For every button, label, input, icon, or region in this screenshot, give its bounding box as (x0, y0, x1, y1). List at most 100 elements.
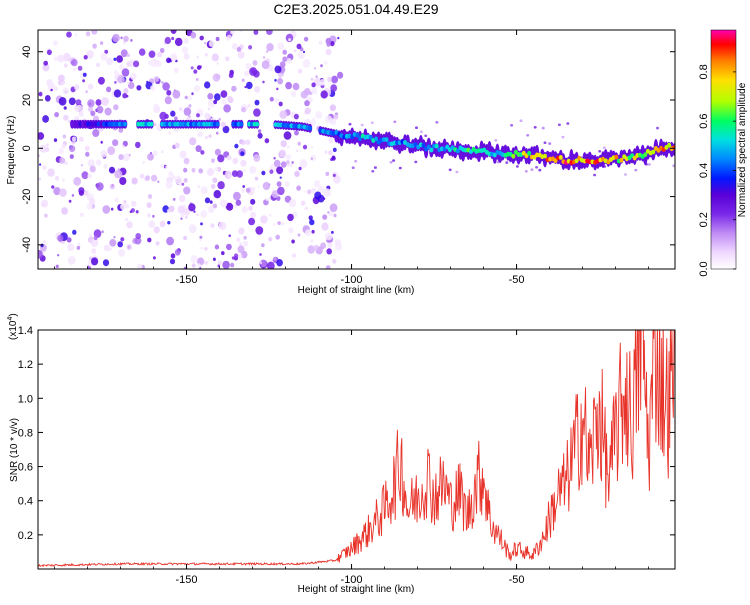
noise-blob (238, 227, 245, 235)
noise-blob (299, 159, 308, 169)
noise-blob (207, 93, 214, 100)
noise-blob (250, 198, 256, 205)
noise-blob (259, 253, 262, 256)
noise-blob (147, 213, 151, 218)
noise-blob (93, 235, 98, 241)
noise-blob (195, 145, 202, 153)
noise-blob (120, 237, 125, 242)
noise-blob (308, 215, 313, 221)
noise-blob (294, 170, 300, 177)
noise-blob (227, 95, 233, 102)
noise-blob (96, 105, 104, 114)
noise-blob (414, 160, 418, 164)
noise-blob (226, 202, 234, 211)
noise-blob (135, 141, 141, 149)
noise-blob (39, 163, 42, 166)
colorbar-ticks: 0.0 0.2 0.4 0.6 0.8 (698, 64, 736, 277)
noise-blob (327, 76, 332, 82)
noise-blob (211, 53, 219, 62)
noise-blob (325, 232, 333, 241)
noise-blob (543, 141, 547, 144)
noise-blob (183, 167, 188, 173)
noise-blob (230, 30, 235, 35)
noise-blob (184, 95, 188, 100)
noise-blob (326, 248, 333, 255)
noise-blob (120, 203, 127, 210)
noise-blob (157, 180, 160, 184)
noise-blob (73, 176, 82, 186)
noise-blob (126, 53, 130, 57)
y-tick-label: 0 (21, 145, 33, 151)
noise-blob (159, 47, 165, 54)
noise-blob (71, 136, 77, 142)
noise-blob (63, 52, 71, 62)
noise-blob (119, 64, 125, 70)
noise-blob (71, 194, 75, 197)
noise-blob (147, 237, 152, 243)
noise-blob (249, 166, 257, 174)
noise-blob (112, 139, 119, 147)
noise-blob (59, 157, 66, 164)
noise-blob (325, 171, 330, 176)
noise-blob (128, 153, 131, 157)
noise-blob (157, 51, 163, 58)
noise-blob (168, 131, 172, 135)
noise-blob (38, 249, 43, 259)
noise-blob (293, 49, 297, 53)
noise-blob (178, 107, 183, 112)
noise-blob (234, 204, 238, 208)
noise-blob (212, 73, 221, 82)
noise-blob (200, 222, 203, 226)
noise-blob (183, 157, 190, 165)
noise-blob (190, 31, 197, 39)
noise-blob (288, 38, 292, 42)
noise-blob (89, 165, 96, 173)
noise-blob (62, 178, 65, 182)
noise-blob (170, 30, 177, 34)
ridge-core (614, 154, 619, 160)
noise-blob (208, 40, 215, 47)
noise-blob (159, 111, 167, 121)
noise-blob (235, 199, 242, 206)
noise-blob (187, 96, 192, 101)
noise-blob (87, 83, 94, 90)
noise-blob (130, 200, 137, 207)
noise-blob (274, 78, 277, 82)
noise-blob (269, 213, 272, 217)
noise-blob (505, 161, 509, 164)
noise-blob (197, 257, 205, 266)
noise-blob (274, 97, 279, 104)
noise-blob (181, 182, 185, 186)
noise-blob (85, 151, 90, 157)
noise-blob (148, 60, 153, 65)
noise-blob (196, 78, 199, 81)
noise-blob (266, 50, 269, 53)
noise-blob (266, 43, 274, 52)
noise-blob (334, 239, 342, 247)
y-tick-label: 0.6 (18, 462, 33, 474)
snr-scale-base: (x10 (8, 320, 19, 340)
noise-blob (337, 71, 344, 79)
noise-blob (264, 138, 270, 144)
noise-blob (183, 235, 188, 241)
noise-blob (240, 159, 247, 167)
noise-blob (69, 154, 74, 160)
noise-blob (181, 46, 189, 54)
noise-blob (225, 56, 230, 62)
noise-blob (198, 168, 204, 174)
noise-blob (332, 147, 337, 152)
noise-blob (114, 70, 119, 76)
ridge-core (553, 158, 558, 164)
ridge-core (543, 153, 547, 159)
noise-blob (62, 134, 67, 139)
noise-blob (241, 107, 246, 113)
noise-blob (123, 88, 129, 94)
noise-blob (309, 219, 315, 226)
noise-blob (92, 43, 97, 49)
noise-blob (323, 197, 326, 200)
noise-blob (273, 159, 281, 168)
noise-blob (535, 166, 539, 169)
noise-blob (419, 130, 423, 134)
noise-blob (424, 134, 428, 138)
ridge-core (255, 121, 260, 127)
